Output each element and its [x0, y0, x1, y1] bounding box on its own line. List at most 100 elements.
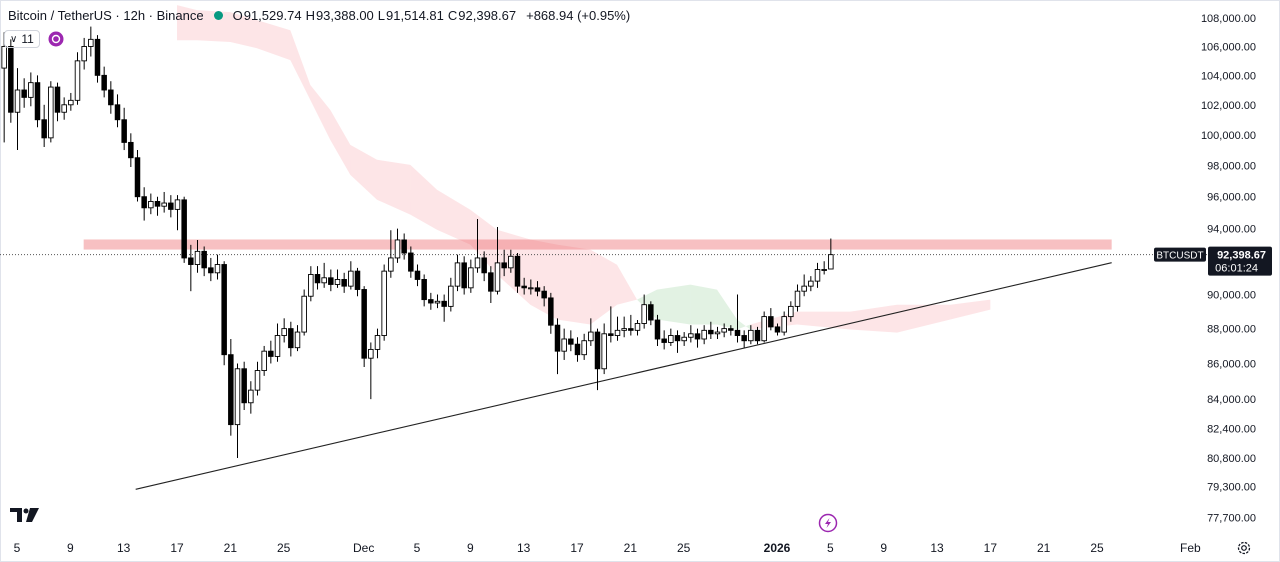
x-tick-label: 25 — [1090, 541, 1104, 555]
cloud-segment — [797, 311, 851, 330]
candle-body — [541, 290, 547, 299]
candle-body — [554, 324, 561, 352]
candle-body — [268, 350, 274, 357]
indicators-toggle[interactable]: ∨ 11 — [4, 30, 40, 48]
candle-body — [94, 38, 101, 76]
settings-icon[interactable] — [1237, 541, 1251, 555]
cloud-segment — [590, 249, 617, 325]
event-icon[interactable] — [818, 513, 838, 533]
candle-body — [148, 200, 154, 209]
candle-body — [361, 289, 367, 359]
candle-body — [414, 270, 421, 280]
candle-body — [648, 304, 654, 321]
sync-icon[interactable] — [48, 31, 64, 47]
cloud-segment — [350, 144, 377, 200]
indicators-badge: ∨ 11 — [4, 30, 64, 48]
candle-body — [348, 270, 354, 287]
x-tick-label: 5 — [827, 541, 834, 555]
y-tick-label: 96,000.00 — [1207, 192, 1256, 204]
y-tick-label: 94,000.00 — [1207, 224, 1256, 236]
candle-body — [274, 335, 281, 357]
candle-body — [388, 257, 394, 272]
candle-body — [161, 202, 167, 207]
y-tick-label: 100,000.00 — [1201, 130, 1256, 142]
candle-body — [21, 89, 27, 98]
candle-body — [134, 157, 141, 198]
candle-body — [428, 299, 434, 304]
candle-body — [354, 270, 361, 290]
candle-body — [701, 329, 707, 340]
indicator-count: 11 — [21, 32, 34, 46]
plot-area — [0, 5, 1208, 490]
candle-body — [261, 350, 267, 371]
cloud-segment — [410, 164, 437, 230]
candle-body — [674, 335, 681, 342]
candle-body — [568, 338, 574, 345]
candle-body — [228, 354, 234, 426]
y-tick-label: 106,000.00 — [1201, 41, 1256, 53]
candle-body — [828, 254, 834, 270]
candle-body — [401, 239, 407, 254]
candle-body — [548, 297, 554, 326]
candle-body — [708, 329, 714, 335]
cloud-segment — [257, 20, 291, 61]
y-tick-label: 104,000.00 — [1201, 70, 1256, 82]
candle-body — [588, 331, 594, 342]
y-tick-label: 82,400.00 — [1207, 423, 1256, 435]
candle-body — [241, 368, 247, 404]
cloud-segment — [950, 299, 991, 320]
candle-body — [488, 272, 494, 292]
candle-body — [368, 348, 374, 359]
candle-body — [101, 74, 107, 91]
candle-body — [74, 60, 81, 101]
candle-body — [754, 329, 761, 342]
y-tick-label: 90,000.00 — [1207, 290, 1256, 302]
candle-body — [481, 257, 487, 274]
candle-body — [601, 333, 607, 370]
x-tick-label: 17 — [170, 541, 184, 555]
candle-body — [441, 300, 447, 307]
x-tick-label: 25 — [277, 541, 291, 555]
x-tick-label: 17 — [570, 541, 584, 555]
ohlc-value: 92,398.67 — [458, 8, 517, 23]
cloud-segment — [310, 85, 331, 140]
candle-body — [48, 86, 54, 139]
change: +868.94 (+0.95%) — [526, 8, 631, 23]
countdown: 06:01:24 — [1215, 263, 1258, 275]
x-tick-label: 5 — [414, 541, 421, 555]
candle-body — [801, 285, 807, 292]
candle-body — [581, 340, 587, 356]
candle-body — [654, 319, 661, 340]
candle-body — [214, 264, 221, 274]
candle-body — [421, 279, 427, 301]
candle-body — [181, 199, 187, 259]
x-tick-label: Dec — [353, 541, 374, 555]
candle-body — [494, 262, 501, 292]
cloud-segment — [437, 189, 471, 245]
candle-body — [468, 267, 474, 289]
candle-body — [68, 99, 74, 106]
legend-header: Bitcoin / TetherUS · 12h · Binance O91,5… — [8, 8, 634, 23]
candle-body — [528, 287, 534, 290]
candle-body — [8, 46, 14, 113]
candle-body — [561, 338, 567, 352]
candle-body — [521, 285, 527, 289]
candle-body — [141, 196, 147, 209]
cloud-segment — [690, 284, 717, 325]
candle-body — [574, 343, 581, 356]
cloud-segment — [617, 264, 637, 305]
candle-body — [621, 328, 627, 331]
candle-body — [254, 370, 261, 391]
ohlc-value: 91,529.74 — [243, 8, 302, 23]
y-tick-label: 102,000.00 — [1201, 100, 1256, 112]
candle-body — [174, 199, 181, 210]
cloud-segment — [897, 304, 951, 333]
candle-body — [108, 89, 114, 106]
symbol-title: Bitcoin / TetherUS · 12h · Binance — [8, 8, 204, 23]
candle-body — [461, 262, 467, 289]
candle-body — [301, 295, 307, 333]
ohlc-key: L — [377, 8, 386, 23]
candle-body — [188, 257, 194, 265]
